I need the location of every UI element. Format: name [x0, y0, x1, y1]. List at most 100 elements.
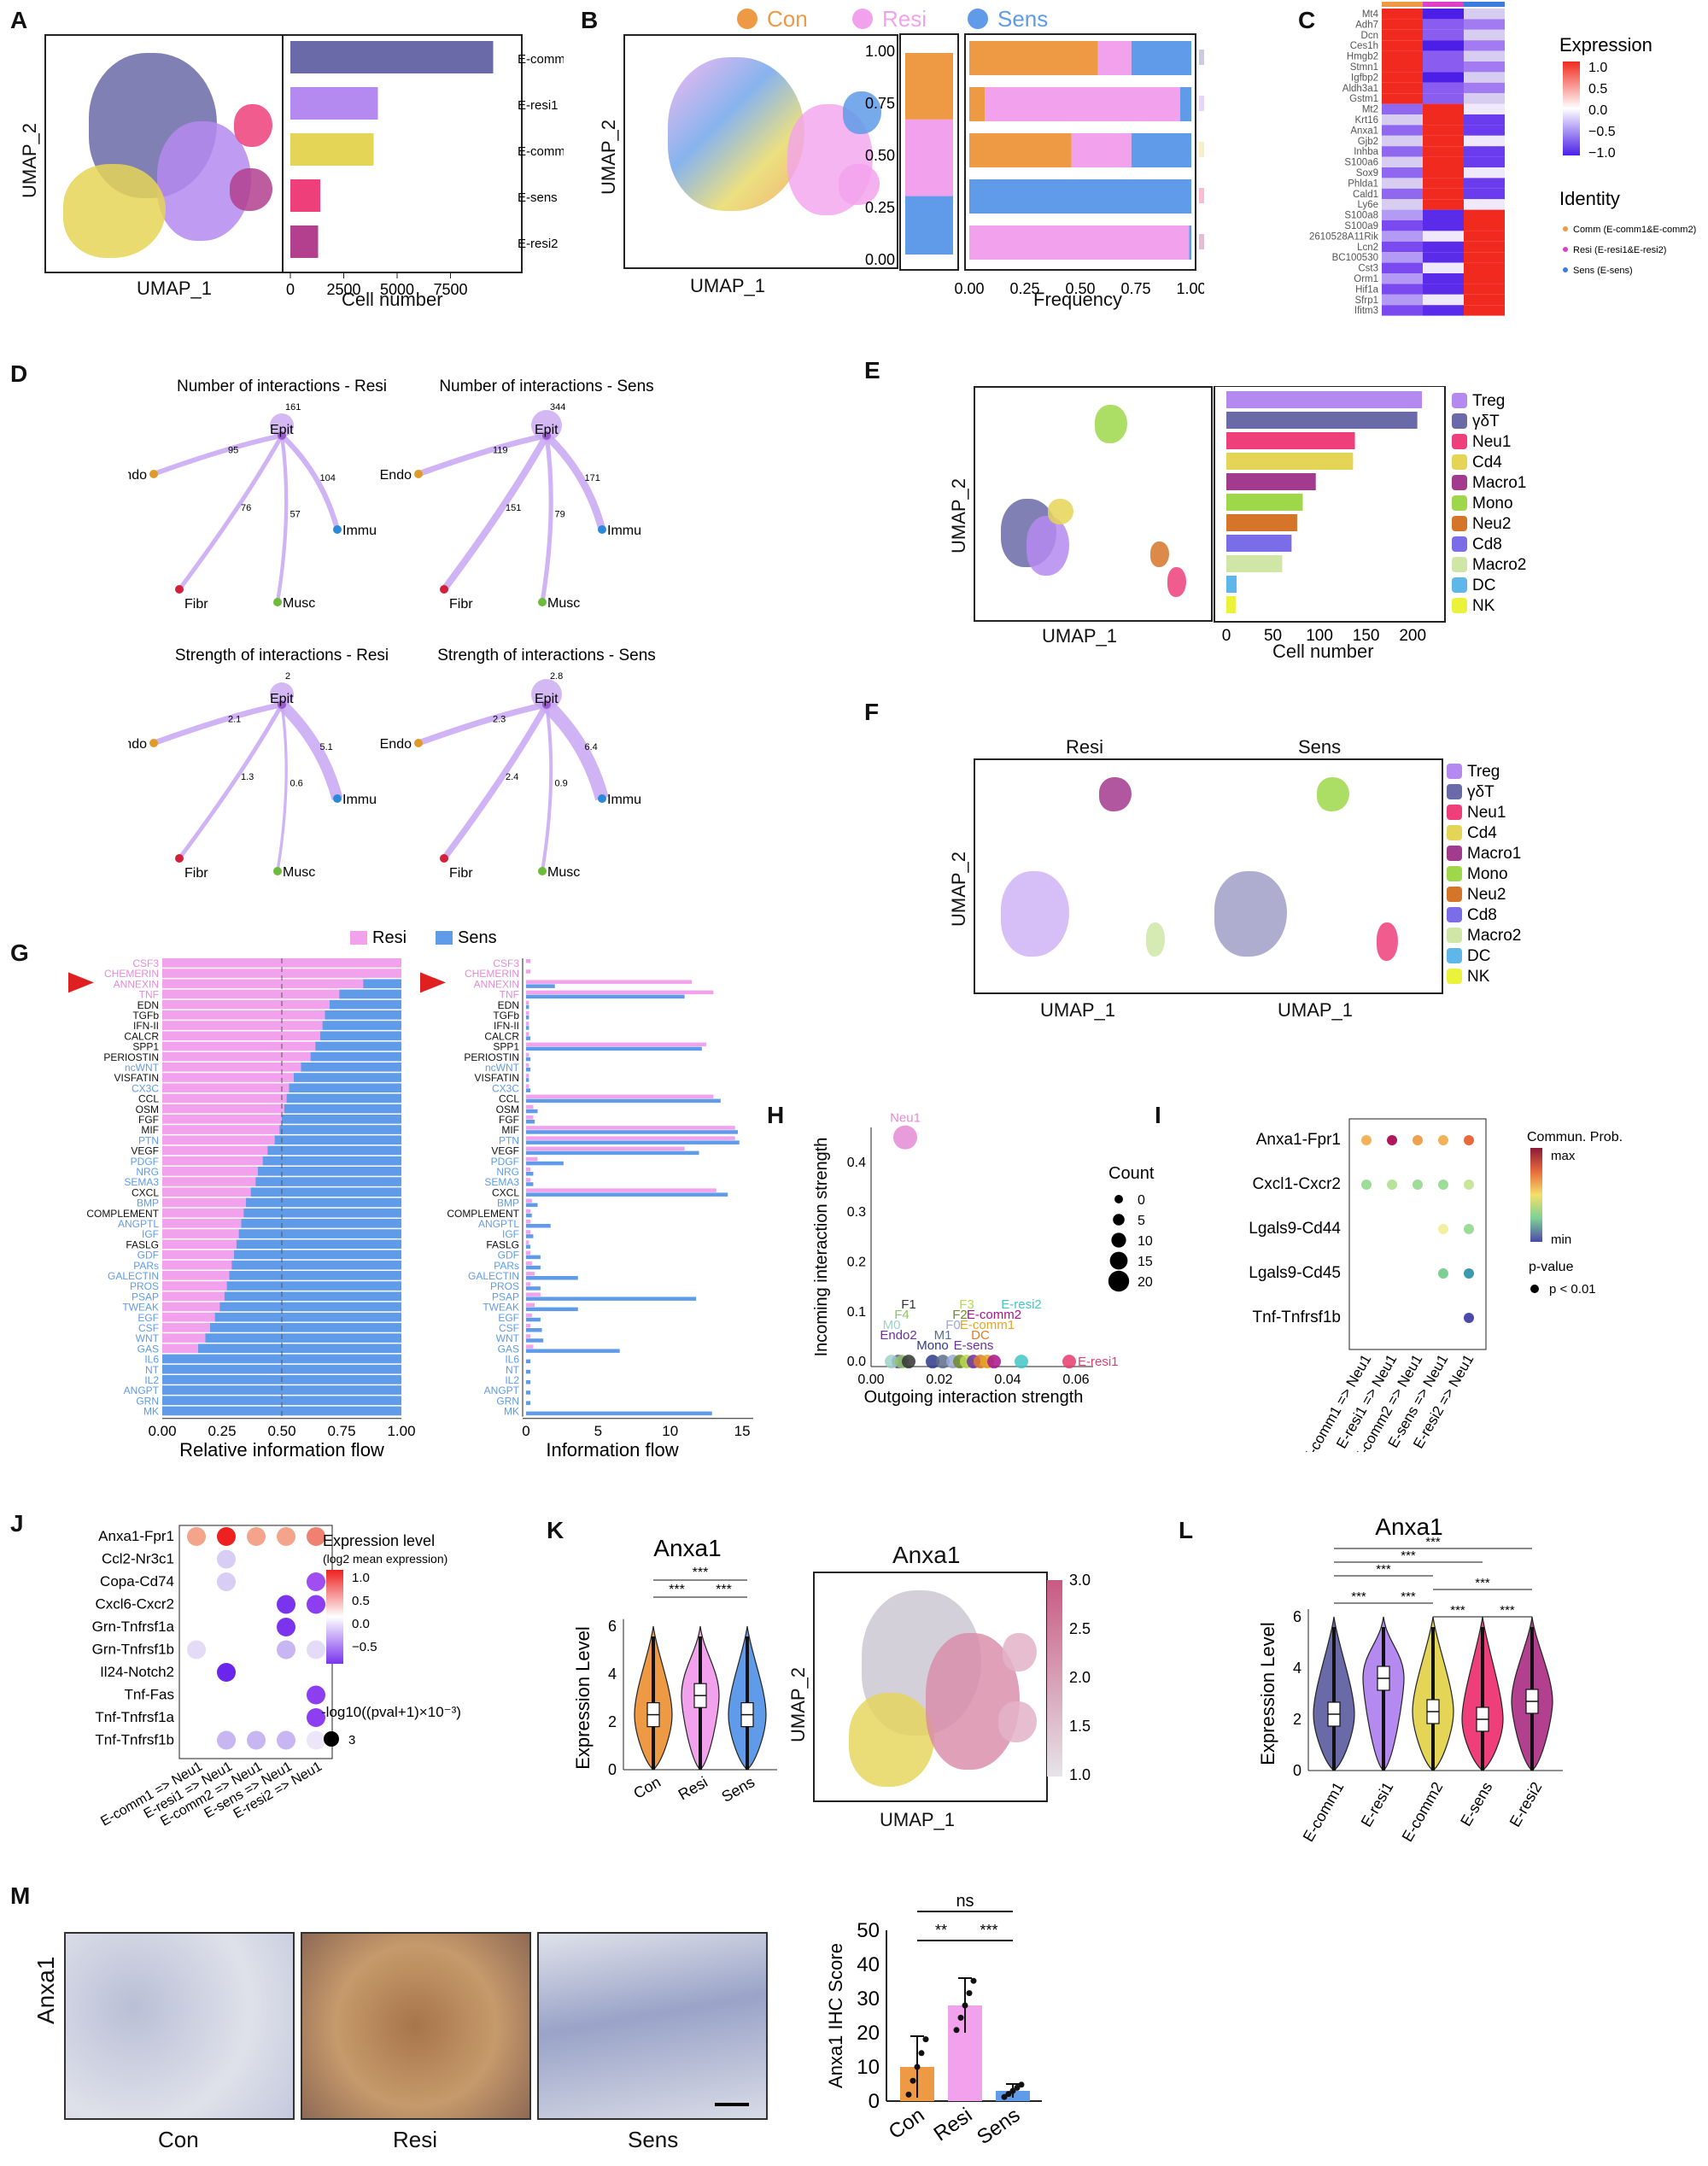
j-row-9: Tnf-Tnfrsf1b	[95, 1732, 174, 1748]
ihc-label-con: Con	[158, 2127, 199, 2152]
key-E-sens	[1199, 188, 1204, 203]
cell-S100a8-1	[1423, 209, 1464, 220]
ks-tick-1: 2.5	[1069, 1620, 1091, 1637]
flow-sens-PDGF	[526, 1161, 564, 1166]
left-label-IFN-II: IFN-II	[133, 1020, 159, 1032]
flow-resi-CHEMERIN	[526, 969, 531, 974]
panel-j-label: J	[10, 1510, 24, 1537]
right-label-PROS: PROS	[490, 1280, 519, 1292]
l-cat-E-comm2: E-comm2	[1399, 1779, 1447, 1845]
i-min: min	[1551, 1232, 1571, 1247]
j-dot-8	[277, 1595, 295, 1614]
l-ylabel: Expression Level	[1257, 1622, 1278, 1765]
count-tick-1: 5	[1138, 1214, 1145, 1228]
ks-tick-3: 1.5	[1069, 1718, 1091, 1735]
panel-f-legend: Treg γδT Neu1 Cd4 Macro1 Mono Neu2 Cd8 Macro2 DC N…	[1447, 763, 1521, 986]
panel-k-violin: Anxa1 0 2 4 6 Expression Level Con Resi Sens *** *…	[572, 1535, 777, 1806]
left-label-GDF: GDF	[137, 1250, 159, 1262]
cat-label-6: Neu2	[1472, 515, 1511, 533]
bar-2	[1226, 432, 1355, 449]
rel-resi-ANNEXIN	[162, 979, 364, 989]
seg-E-sens-Sens	[969, 179, 1191, 214]
f-cat-label-4: Macro1	[1467, 845, 1521, 863]
edge-1-Musc	[540, 435, 553, 603]
seg-E-comm2-Con	[969, 133, 1072, 167]
cat-label-1: γδT	[1472, 413, 1500, 430]
rt-0: 0	[522, 1423, 529, 1439]
flow-resi-PSAP	[526, 1292, 541, 1297]
h-xtick-0: 0.00	[857, 1373, 884, 1387]
g-xlabel-left: Relative information flow	[179, 1439, 384, 1461]
edge-weight-0-Musc: 57	[290, 510, 301, 520]
left-label-ANNEXIN: ANNEXIN	[114, 978, 159, 990]
gene-BC100530: BC100530	[1332, 253, 1378, 263]
flow-sens-CSF	[526, 1328, 542, 1332]
left-label-SEMA3: SEMA3	[124, 1176, 159, 1188]
gene-Krt16: Krt16	[1355, 115, 1379, 126]
cell-BC100530-1	[1423, 252, 1464, 263]
seg-E-resi1-Sens	[1180, 87, 1191, 121]
self-weight-0: 161	[285, 402, 301, 413]
j-row-8: Tnf-Tnfrsf1a	[95, 1709, 174, 1725]
network-title-1: Number of interactions - Sens	[439, 378, 653, 395]
point-E-comm2	[987, 1355, 1001, 1369]
key-8	[1447, 928, 1462, 943]
edge-weight-1-Immu: 171	[585, 473, 600, 483]
key-1	[1452, 413, 1467, 429]
left-label-ncWNT: ncWNT	[125, 1062, 160, 1074]
panel-f-title-resi: Resi	[1066, 736, 1104, 758]
cell-Ces1h-1	[1423, 40, 1464, 51]
seg-E-comm2-Sens	[1131, 133, 1191, 167]
point-label-Endo2: Endo2	[880, 1328, 916, 1343]
edge-2-Musc	[276, 704, 288, 872]
rel-resi-GAS	[162, 1344, 198, 1354]
m-ytick-3: 20	[857, 2022, 880, 2045]
cat-label-9: DC	[1472, 577, 1495, 594]
key-10	[1447, 969, 1462, 984]
cell-Mt4-1	[1423, 9, 1464, 20]
right-label-COMPLEMENT: COMPLEMENT	[447, 1208, 519, 1220]
point-label-E-resi2: E-resi2	[1001, 1297, 1042, 1312]
umap-cluster-resi2	[839, 164, 880, 205]
flow-resi-GDF	[526, 1250, 531, 1256]
i-dot-1	[1387, 1135, 1397, 1145]
i-dot-13	[1464, 1268, 1474, 1279]
cell-Adh7-1	[1423, 19, 1464, 30]
panel-a-bar-chart: E-comm1 E-resi1 E-comm2 E-sens E-resi2 0 2500 5…	[286, 41, 564, 298]
tick-0: 0	[1222, 627, 1231, 645]
gene-Gjb2: Gjb2	[1358, 137, 1378, 147]
l-sig-2: ***	[1376, 1562, 1391, 1577]
cell-S100a8-0	[1382, 209, 1423, 220]
bar-label-E-comm2: E-comm2	[518, 144, 564, 159]
identity-bar-comm	[1382, 2, 1423, 7]
left-label-BMP: BMP	[137, 1197, 159, 1209]
identity-dot-1	[1563, 247, 1568, 252]
right-label-NT: NT	[506, 1364, 520, 1376]
j-row-6: Il24-Notch2	[100, 1664, 174, 1680]
rel-sens-EDN	[330, 999, 401, 1010]
cell-2610528A11Rik-2	[1464, 231, 1505, 242]
flow-resi-WNT	[526, 1334, 531, 1338]
cell-Ces1h-0	[1382, 40, 1423, 51]
cat-label-5: Mono	[1472, 495, 1513, 512]
rel-resi-MIF	[162, 1125, 280, 1134]
left-label-NRG: NRG	[136, 1166, 159, 1178]
f-cat-label-0: Treg	[1467, 763, 1500, 781]
flow-sens-PARs	[526, 1265, 541, 1270]
flow-resi-GAS	[526, 1344, 534, 1349]
edge-2-Fibr	[178, 703, 284, 860]
right-label-TNF: TNF	[500, 989, 519, 1001]
flow-sens-WNT	[526, 1338, 544, 1343]
legend-text-Sens: Sens	[997, 6, 1048, 32]
node-0-Endo	[149, 470, 158, 478]
m-pt-Sens-1	[1005, 2091, 1012, 2098]
flow-resi-PARs	[526, 1261, 532, 1266]
flow-sens-CX3C	[526, 1088, 531, 1092]
h-xtick-3: 0.06	[1062, 1373, 1089, 1387]
h-ytick-2: 0.2	[847, 1256, 866, 1270]
flow-resi-TNF	[526, 990, 714, 995]
panel-b-xlabel: Frequency	[1033, 289, 1122, 310]
expr-tick-3: −0.5	[1588, 125, 1616, 139]
rel-resi-NRG	[162, 1167, 258, 1176]
key-10	[1452, 598, 1467, 613]
